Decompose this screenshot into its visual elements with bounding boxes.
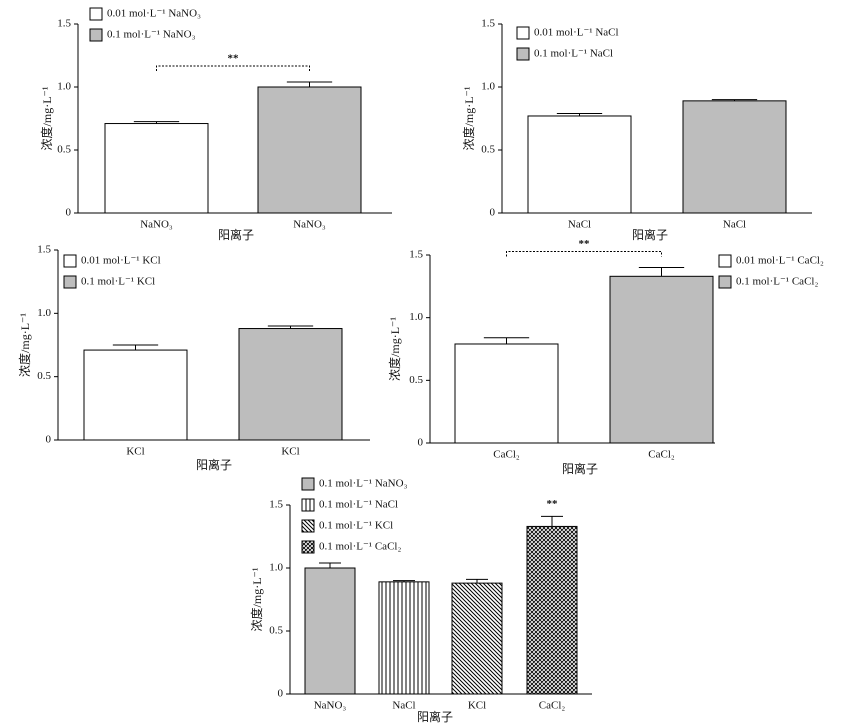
legend-label: 0.1 mol·L⁻¹ NaCl: [534, 48, 613, 60]
y-tick-label: 0: [490, 207, 496, 219]
legend-swatch: [89, 7, 103, 21]
legend-label: 0.1 mol·L⁻¹ KCl: [319, 520, 393, 532]
legend-swatch: [718, 275, 732, 289]
legend-swatch: [89, 28, 103, 42]
x-tick-label: CaCl₂: [493, 449, 520, 461]
x-tick-label: KCl: [281, 446, 299, 458]
y-tick-label: 1.0: [481, 81, 495, 93]
y-tick-label: 1.5: [409, 249, 423, 261]
y-axis-label: 浓度/mg·L⁻¹: [387, 317, 402, 381]
legend-label: 0.1 mol·L⁻¹ NaCl: [319, 499, 398, 511]
y-tick-label: 1.5: [269, 499, 283, 511]
x-tick-label: NaNO₃: [293, 219, 326, 231]
legend-label: 0.1 mol·L⁻¹ NaNO₃: [107, 29, 196, 41]
legend-label: 0.1 mol·L⁻¹ CaCl₂: [736, 276, 818, 288]
y-tick-label: 0.5: [57, 144, 71, 156]
y-tick-label: 1.0: [269, 562, 283, 574]
legend-label: 0.01 mol·L⁻¹ NaNO₃: [107, 8, 201, 20]
x-tick-label: NaCl: [568, 219, 591, 231]
y-tick-label: 0: [66, 207, 72, 219]
legend-swatch: [301, 540, 315, 554]
significance-label: **: [579, 238, 591, 250]
bar: [526, 525, 578, 695]
significance-bracket: [156, 65, 310, 71]
y-tick-label: 1.5: [57, 18, 71, 30]
x-axis-label: 阳离子: [417, 709, 453, 724]
legend-label: 0.01 mol·L⁻¹ KCl: [81, 255, 161, 267]
y-tick-label: 1.5: [37, 244, 51, 256]
legend-label: 0.1 mol·L⁻¹ KCl: [81, 276, 155, 288]
x-tick-label: NaCl: [392, 700, 415, 712]
bar: [304, 567, 356, 695]
x-axis-label: 阳离子: [218, 227, 254, 242]
bar: [257, 86, 362, 214]
x-tick-label: KCl: [126, 446, 144, 458]
y-tick-label: 0.5: [409, 374, 423, 386]
legend-label: 0.1 mol·L⁻¹ CaCl₂: [319, 541, 401, 553]
y-tick-label: 0.5: [37, 370, 51, 382]
y-tick-label: 1.0: [409, 311, 423, 323]
y-tick-label: 0: [418, 437, 424, 449]
bar: [682, 100, 787, 214]
legend-label: 0.01 mol·L⁻¹ NaCl: [534, 27, 619, 39]
bar: [609, 275, 714, 444]
x-axis-label: 阳离子: [562, 461, 598, 476]
bar: [104, 123, 209, 214]
legend-swatch: [301, 519, 315, 533]
bar: [454, 343, 559, 444]
y-tick-label: 0: [46, 434, 52, 446]
significance-bracket: [506, 251, 662, 257]
y-axis-label: 浓度/mg·L⁻¹: [17, 313, 32, 377]
significance-label: **: [228, 52, 240, 64]
bar: [451, 582, 503, 695]
y-tick-label: 1.5: [481, 18, 495, 30]
legend-swatch: [516, 47, 530, 61]
x-tick-label: CaCl₂: [648, 449, 675, 461]
y-tick-label: 1.0: [37, 307, 51, 319]
x-tick-label: CaCl₂: [539, 700, 566, 712]
y-axis-label: 浓度/mg·L⁻¹: [249, 567, 264, 631]
bar: [238, 328, 343, 441]
significance-label: **: [547, 498, 559, 510]
x-tick-label: NaCl: [723, 219, 746, 231]
y-axis-label: 浓度/mg·L⁻¹: [39, 86, 54, 150]
bar: [378, 581, 430, 695]
x-tick-label: NaNO₃: [140, 219, 173, 231]
legend-swatch: [301, 498, 315, 512]
legend-swatch: [301, 477, 315, 491]
x-tick-label: KCl: [468, 700, 486, 712]
y-tick-label: 0: [278, 688, 284, 700]
y-tick-label: 0.5: [269, 625, 283, 637]
y-tick-label: 0.5: [481, 144, 495, 156]
y-tick-label: 1.0: [57, 81, 71, 93]
legend-label: 0.01 mol·L⁻¹ CaCl₂: [736, 255, 824, 267]
legend-swatch: [63, 254, 77, 268]
y-axis-label: 浓度/mg·L⁻¹: [461, 86, 476, 150]
x-tick-label: NaNO₃: [314, 700, 347, 712]
x-axis-label: 阳离子: [632, 227, 668, 242]
legend-swatch: [718, 254, 732, 268]
legend-swatch: [516, 26, 530, 40]
legend-swatch: [63, 275, 77, 289]
bar: [527, 115, 632, 214]
bar: [83, 349, 188, 441]
legend-label: 0.1 mol·L⁻¹ NaNO₃: [319, 478, 408, 490]
x-axis-label: 阳离子: [196, 457, 232, 472]
